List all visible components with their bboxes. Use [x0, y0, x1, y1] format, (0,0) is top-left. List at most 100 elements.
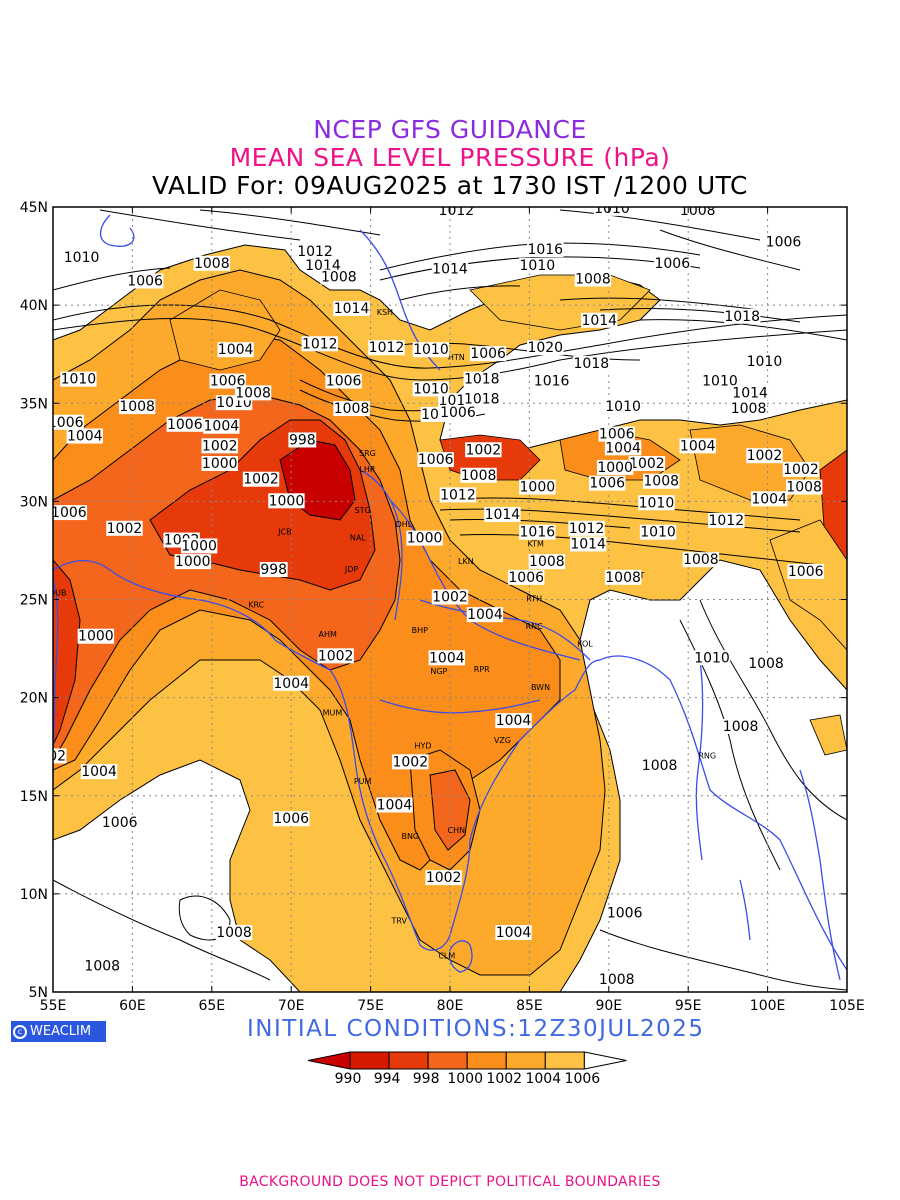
contour-label: 1014 [431, 261, 469, 278]
contour-label-text: 1008 [119, 399, 155, 415]
contour-label-box [746, 448, 783, 464]
contour-label-box [639, 524, 677, 540]
contour-label-box [406, 530, 443, 546]
contour-label: 1008 [598, 972, 635, 988]
contour-label-box [273, 675, 310, 691]
contour-label-text: 1012 [297, 244, 333, 260]
contour-label-text: 1014 [485, 507, 521, 523]
contour-label-box [519, 479, 556, 495]
contour-label: 1018 [723, 308, 761, 325]
contour-label-box [750, 491, 788, 507]
contour-label: 1004 [750, 491, 788, 507]
contour-label: 1004 [428, 650, 466, 666]
contour-label-text: 1002 [783, 462, 819, 478]
contour-label: 1006 [126, 273, 164, 290]
contour-label-box [589, 475, 626, 491]
contour-label-text: 1010 [747, 354, 783, 370]
contour-label: 1008 [785, 479, 823, 496]
contour-label: 1006 [606, 905, 643, 921]
contour-label-text: 1014 [432, 262, 468, 278]
contour-label-text: 1006 [167, 417, 203, 433]
contour-label-text: 1006 [102, 815, 138, 831]
contour-label: 1006 [589, 475, 626, 492]
contour-label-text: 1000 [181, 538, 217, 554]
contour-label-box [519, 524, 556, 540]
contour-label: 1004 [495, 925, 532, 941]
x-tick-label: 65E [198, 998, 225, 1014]
contour-label-text: 1012 [369, 340, 405, 356]
contour-label-text: 1000 [597, 460, 633, 476]
contour-label: 1006 [273, 811, 310, 827]
contour-label-box [693, 650, 731, 666]
contour-label-box [574, 271, 612, 287]
y-tick-label: 40N [20, 298, 48, 314]
contour-label-box [765, 234, 802, 250]
contour-label-box [722, 718, 759, 734]
city-code-label: DUB [49, 589, 67, 598]
city-code-label: RTH [526, 594, 542, 603]
contour-label-text: 1004 [377, 797, 413, 813]
contour-label-box [317, 648, 354, 664]
x-tick-label: 60E [119, 998, 146, 1014]
contour-label-text: 1002 [426, 870, 462, 886]
contour-label-text: 1018 [464, 391, 500, 407]
contour-label-box [723, 308, 761, 324]
contour-labels: 1010 1008 1006 1012 1014 1008 1012 1010 1008 1006… [53, 203, 824, 988]
contour-label-box [679, 207, 716, 218]
contour-label: 1012 [708, 512, 745, 529]
contour-label: 1012 [438, 203, 475, 219]
weaclim-logo: c WEACLIM [11, 1021, 106, 1042]
contour-label-text: 1002 [107, 521, 143, 537]
contour-label: 1014 [581, 312, 618, 329]
contour-label-box [288, 432, 317, 448]
city-code-label: KSH [377, 308, 393, 317]
contour-label: 1002 [628, 456, 666, 472]
city-code-label: RNC [526, 622, 544, 631]
city-code-label: BHP [412, 626, 429, 635]
contour-label-box [333, 300, 370, 316]
contour-label: 1004 [273, 675, 310, 692]
contour-label-text: 1004 [680, 438, 716, 454]
contour-label: 1012 [568, 520, 605, 537]
contour-label: 1000 [406, 530, 443, 547]
contour-label: 1008 [722, 718, 759, 735]
y-tick-label: 15N [20, 789, 48, 805]
contour-label-box [463, 391, 500, 407]
contour-label-box [174, 554, 211, 570]
contour-label: 1010 [60, 371, 97, 388]
contour-label: 1008 [333, 401, 370, 417]
city-code-label: LHR [359, 465, 375, 474]
contour-label-text: 1008 [235, 385, 271, 401]
contour-label: 1012 [296, 244, 334, 260]
contour-label-box [747, 656, 785, 672]
colorbar-cell [583, 1051, 627, 1070]
contour-label: 1020 [527, 340, 564, 356]
city-code-label: CLM [438, 952, 455, 961]
contour-label-box [484, 507, 521, 523]
contour-label-box [568, 520, 605, 536]
city-code-label: BNG [401, 832, 419, 841]
city-code-label: LKN [458, 557, 474, 566]
contour-label-text: 1010 [413, 381, 449, 397]
contour-label-box [746, 353, 783, 369]
contour-label: 1004 [203, 418, 240, 435]
contour-label: 1004 [679, 438, 716, 454]
contour-label-box [431, 589, 469, 605]
contour-label-box [679, 438, 716, 454]
contour-label-box [641, 758, 678, 774]
pressure-band-1000-bay [429, 769, 471, 851]
contour-label: 1006 [166, 416, 204, 433]
contour-label-text: 1006 [273, 811, 309, 827]
contour-label-text: 1000 [78, 629, 114, 645]
contour-label-text: 1002 [243, 472, 279, 488]
contour-label: 1002 [201, 438, 238, 454]
contour-label: 1002 [431, 589, 469, 605]
contour-label-text: 1012 [439, 203, 475, 219]
contour-label-box [439, 404, 477, 420]
contour-label: 1000 [519, 479, 556, 496]
axis-ticks: 55E 60E 65E 70E 75E 80E 85E 90E 95E 100E 105E 45N 40… [20, 200, 865, 1014]
contour-label-box [325, 373, 362, 389]
contour-label-text: 1010 [61, 372, 97, 388]
contour-label: 1018 [463, 391, 500, 407]
contour-label-text: 1006 [508, 570, 544, 586]
